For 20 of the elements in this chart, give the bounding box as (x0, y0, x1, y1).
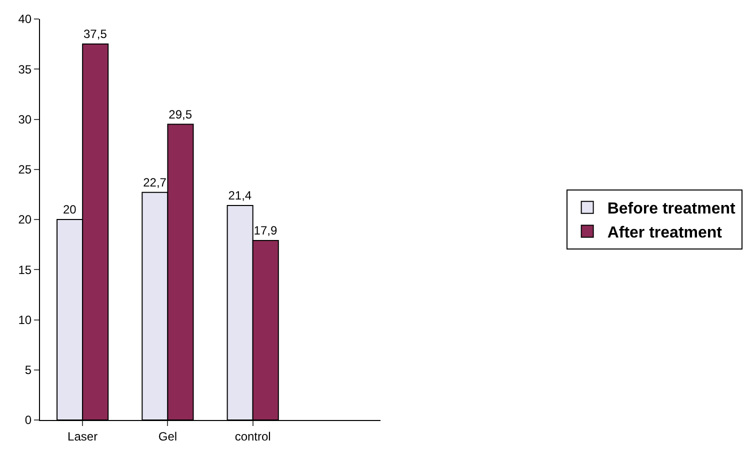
y-tick-label: 0 (24, 413, 32, 428)
data-label: 20 (62, 202, 77, 216)
data-label: 37,5 (84, 27, 108, 42)
legend-label: Before treatment (607, 200, 736, 218)
data-label: 29,5 (168, 107, 192, 122)
y-tick-label: 35 (18, 62, 32, 76)
x-tick-label: Laser (68, 429, 98, 444)
y-tick-label: 15 (18, 262, 32, 277)
x-tick-label: Gel (158, 429, 178, 444)
legend-label: After treatment (607, 224, 723, 242)
data-label: 21,4 (228, 188, 252, 202)
y-tick-label: 25 (18, 162, 32, 177)
y-tick-label: 20 (18, 212, 32, 227)
y-tick-label: 40 (18, 12, 32, 26)
y-tick-label: 10 (18, 312, 32, 327)
y-tick-label: 30 (18, 112, 32, 126)
y-tick-label: 5 (24, 363, 32, 378)
data-label: 17,9 (254, 224, 278, 238)
x-tick-label: control (234, 429, 271, 444)
data-label: 22,7 (143, 175, 167, 190)
